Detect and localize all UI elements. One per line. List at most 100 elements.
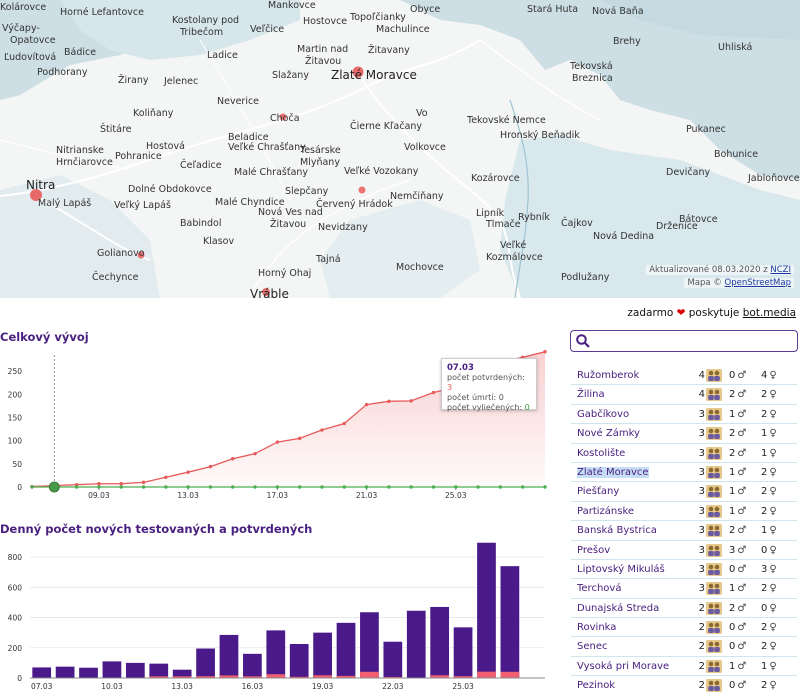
credit-prefix: zadarmo (627, 307, 674, 319)
region-count: 4 (698, 389, 705, 401)
male-count: 2 ♂ (729, 428, 747, 440)
total-chart[interactable]: 0 50 100 150 200 250 09.03 13.03 17.03 21.03 25.03 (0, 350, 560, 505)
male-count: 0 ♂ (729, 370, 747, 381)
tested-bar (289, 643, 309, 678)
region-name[interactable]: Rovinka (577, 622, 617, 634)
region-row[interactable]: Vysoká pri Morave 2 1 ♂ 1 ♀ (571, 657, 797, 677)
case-marker[interactable] (279, 113, 287, 121)
region-count: 3 (698, 408, 705, 420)
region-row[interactable]: Rovinka 2 0 ♂ 2 ♀ (571, 618, 797, 638)
region-name[interactable]: Partizánske (577, 505, 635, 517)
confirmed-point (208, 464, 213, 469)
recovered-point (364, 485, 369, 489)
female-count: 2 ♀ (761, 583, 777, 595)
search-input[interactable] (595, 333, 793, 349)
case-marker[interactable] (137, 251, 145, 259)
map-place-label: Mankovce (268, 0, 316, 11)
map-place-label: Lipník (476, 208, 505, 219)
region-count: 3 (698, 505, 705, 517)
region-name[interactable]: Kostolište (577, 447, 626, 459)
map-place-label: Hostovce (303, 16, 348, 27)
region-name[interactable]: Liptovský Mikuláš (577, 563, 665, 575)
map-place-label: Babindol (180, 218, 222, 229)
region-name[interactable]: Senec (577, 641, 608, 653)
map-place-label: Volkovce (404, 142, 446, 153)
region-row[interactable]: Gabčíkovo 3 1 ♂ 2 ♀ (571, 405, 797, 425)
map-place-label: Hrnčiarovce (56, 157, 113, 168)
region-row[interactable]: Zlaté Moravce 3 1 ♂ 2 ♀ (571, 463, 797, 483)
region-name[interactable]: Žilina (577, 389, 605, 401)
region-row[interactable]: Ružomberok 4 0 ♂ 4 ♀ (571, 366, 797, 386)
tested-bar (219, 634, 239, 678)
bot-media-link[interactable]: bot.media (742, 307, 796, 319)
search-box[interactable] (570, 330, 798, 352)
male-count: 1 ♂ (729, 466, 747, 478)
region-row[interactable]: Dunajská Streda 2 2 ♂ 0 ♀ (571, 599, 797, 619)
region-list[interactable]: Ružomberok 4 0 ♂ 4 ♀ Žilina 4 2 ♂ 2 ♀ Gabčíkovo 3 1 ♂ 2 ♀… (571, 366, 797, 693)
confirmed-point (164, 475, 168, 479)
map-place-label: Malý Lapáš (38, 198, 92, 209)
region-row[interactable]: Partizánske 3 1 ♂ 2 ♀ (571, 502, 797, 522)
female-icon: ♀ (769, 622, 777, 634)
map-place-label: Mlyňany (300, 157, 340, 168)
confirmed-point (320, 428, 324, 432)
region-row[interactable]: Kostolište 3 2 ♂ 1 ♀ (571, 444, 797, 463)
map-place-label: Slažany (272, 70, 309, 81)
map-place-label: Čechynce (92, 272, 139, 283)
region-row[interactable]: Terchová 3 1 ♂ 2 ♀ (571, 579, 797, 599)
region-name[interactable]: Piešťany (577, 486, 620, 498)
region-row[interactable]: Pezinok 2 0 ♂ 2 ♀ (571, 676, 797, 693)
region-row[interactable]: Nové Zámky 3 2 ♂ 1 ♀ (571, 424, 797, 444)
map-attribution: Mapa © OpenStreetMap (684, 278, 794, 288)
map-place-label: Nová Ves nad (258, 207, 323, 218)
region-row[interactable]: Piešťany 3 1 ♂ 2 ♀ (571, 482, 797, 502)
case-marker[interactable] (352, 66, 364, 78)
male-icon: ♂ (737, 544, 747, 556)
case-marker[interactable] (262, 288, 270, 296)
region-name[interactable]: Banská Bystrica (577, 525, 657, 537)
map[interactable]: Kolárovce Horné Lefantovce Kostolany pod Tr… (0, 0, 800, 298)
people-icon (706, 524, 722, 538)
map-place-label: Uhliská (718, 42, 753, 53)
female-icon: ♀ (769, 428, 777, 440)
region-row[interactable]: Banská Bystrica 3 2 ♂ 1 ♀ (571, 521, 797, 541)
region-name[interactable]: Nové Zámky (577, 428, 640, 440)
region-name[interactable]: Zlaté Moravce (577, 466, 649, 478)
female-icon: ♀ (769, 602, 777, 614)
region-name[interactable]: Ružomberok (577, 370, 640, 381)
tested-bar (313, 632, 332, 678)
region-row[interactable]: Prešov 3 3 ♂ 0 ♀ (571, 541, 797, 560)
map-place-label: Rybník (518, 212, 550, 223)
region-row[interactable]: Senec 2 0 ♂ 2 ♀ (571, 637, 797, 657)
map-place-label: Veľké Vozokany (344, 166, 419, 177)
map-place-label: Žitavany (368, 45, 410, 56)
region-name[interactable]: Dunajská Streda (577, 602, 660, 614)
region-name[interactable]: Gabčíkovo (577, 408, 630, 420)
tested-bar (102, 661, 122, 678)
region-count: 2 (698, 680, 705, 692)
map-place-label: Pukanec (686, 124, 726, 135)
nczi-link[interactable]: NCZI (770, 265, 791, 275)
region-row[interactable]: Liptovský Mikuláš 3 0 ♂ 3 ♀ (571, 560, 797, 580)
male-count: 0 ♂ (729, 680, 747, 692)
hover-point (48, 481, 60, 493)
x-tick-label: 13.03 (177, 491, 199, 500)
female-count: 2 ♀ (761, 389, 777, 401)
region-name[interactable]: Vysoká pri Morave (577, 660, 670, 672)
recovered-point (409, 485, 413, 489)
region-row[interactable]: Žilina 4 2 ♂ 2 ♀ (571, 385, 797, 405)
case-marker[interactable] (30, 189, 42, 201)
female-icon: ♀ (769, 486, 777, 498)
male-icon: ♂ (737, 563, 747, 575)
male-icon: ♂ (737, 602, 747, 614)
openstreetmap-link[interactable]: OpenStreetMap (724, 278, 791, 288)
male-icon: ♂ (737, 486, 747, 498)
map-place-label: Tekovské Nemce (467, 115, 546, 126)
recovered-point (342, 485, 346, 489)
region-name[interactable]: Pezinok (577, 680, 616, 692)
daily-chart[interactable]: 0 200 400 600 800 07.03 10.03 13.03 16.03 19.03 22… (0, 540, 560, 693)
case-marker[interactable] (358, 186, 366, 194)
region-name[interactable]: Prešov (577, 544, 611, 556)
region-name[interactable]: Terchová (577, 583, 622, 595)
map-place-label: Kozmálovce (486, 252, 543, 263)
